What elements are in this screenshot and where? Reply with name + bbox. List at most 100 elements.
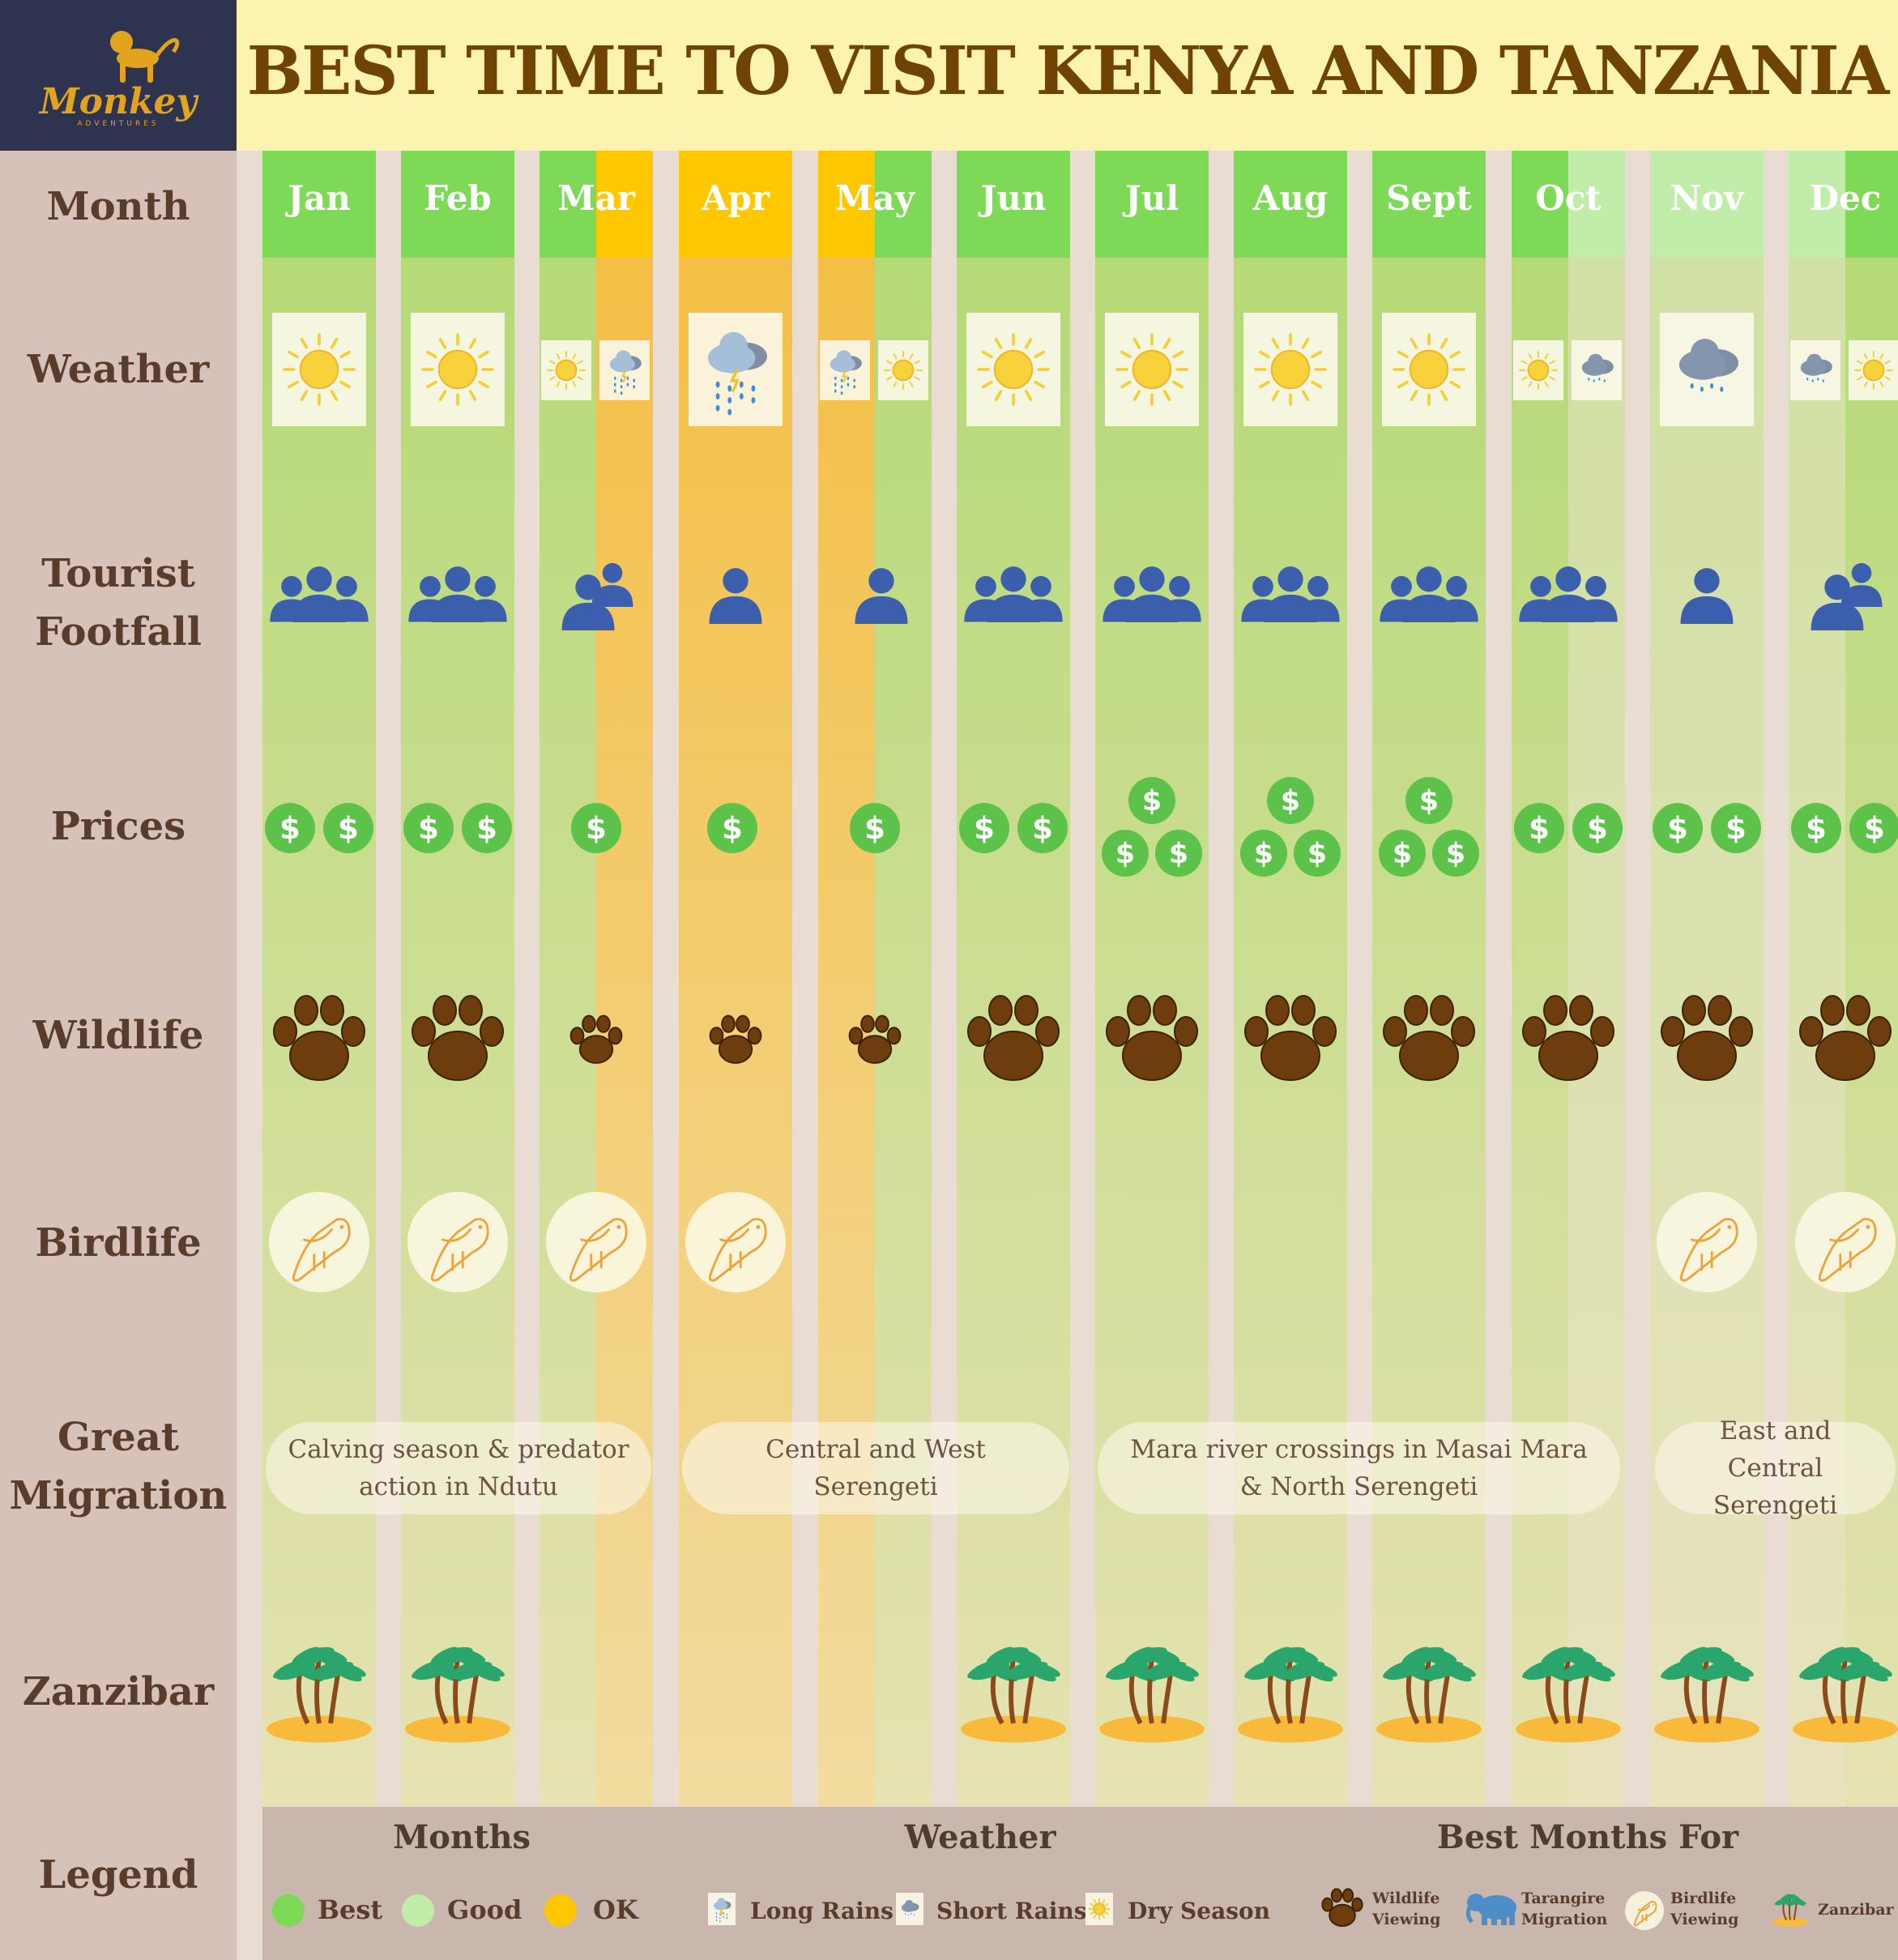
dollar-coin-icon: $ $ [1791,803,1898,853]
paw-print-icon [1799,995,1892,1081]
legend-ok-swatch [544,1894,577,1927]
row-label-wildlife: Wildlife [32,1013,204,1058]
month-column-best [875,151,932,1807]
row-label-migration-1: Great [57,1415,180,1460]
month-label: Nov [1670,178,1744,218]
legend-short-rains-label: Short Rains [936,1898,1087,1924]
month-header-ok [818,151,875,258]
people-icon [1103,566,1201,622]
month-column-best [1234,151,1347,1807]
legend-good-label: Good [447,1894,522,1925]
dollar-coin-icon: $$ $ [1240,777,1341,877]
month-header-good [1650,151,1764,258]
paw-print-icon [1383,995,1475,1081]
row-label-footfall-1: Tourist [41,551,195,596]
weather-icon [411,313,505,426]
people-icon [408,566,507,622]
svg-text:$: $ [1142,785,1162,818]
palm-island-icon [267,1646,372,1743]
month-header-good [1568,151,1625,258]
month-label: Jan [288,178,351,218]
palm-island-icon [1099,1646,1205,1743]
dollar-coin-icon: $ $ [403,803,512,853]
svg-text:$: $ [418,810,439,846]
weather-icon [1790,340,1898,400]
title-bar: BEST TIME TO VISIT KENYA AND TANZANIA [237,0,1898,151]
svg-text:$: $ [1115,838,1135,870]
month-column-good [1568,151,1625,1807]
people-icon [964,566,1063,622]
month-column-ok [679,151,792,1807]
svg-text:$: $ [1254,838,1273,870]
month-label: Apr [701,178,770,218]
month-header-good [1789,151,1845,258]
weather-icon [1382,313,1476,426]
svg-text:$: $ [1806,810,1827,846]
month-header-best [262,151,376,258]
weather-icon [966,313,1060,426]
month-header-best [1095,151,1209,258]
svg-text:$: $ [722,810,743,846]
legend-wildlife-label: Wildlife Viewing [1372,1890,1441,1928]
parrot-icon [269,1192,369,1292]
month-header-ok [679,151,792,258]
parrot-icon [685,1192,786,1292]
month-column-good [1789,151,1845,1807]
people-icon [855,568,908,624]
month-column-best [401,151,514,1807]
month-label: Dec [1809,178,1882,218]
row-label-prices: Prices [50,804,186,849]
weather-icon [1105,313,1199,426]
legend-tarangire-label: Tarangire Migration [1521,1890,1608,1928]
paw-print-icon [1522,995,1614,1081]
dollar-coin-icon: $ $ [959,803,1068,853]
month-column-best [1845,151,1898,1807]
month-header-best [1372,151,1486,258]
month-column-best [1512,151,1568,1807]
svg-text:$: $ [1281,785,1300,818]
parrot-icon [1657,1192,1757,1292]
legend-dry-season-label: Dry Season [1128,1898,1271,1924]
month-header-best [957,151,1070,258]
weather-icon [541,340,650,400]
weather-icon [820,340,928,400]
dollar-coin-icon: $ [571,803,621,853]
svg-text:$: $ [864,810,885,846]
palm-island-icon [405,1646,510,1743]
svg-text:$: $ [1587,810,1608,846]
paw-print-icon [709,1014,762,1064]
people-icon [270,566,369,622]
month-label: Mar [557,178,635,218]
migration-label: Calving season & predator action in Ndut… [266,1422,651,1514]
row-label-legend: Legend [38,1852,198,1898]
people-icon [709,568,762,624]
month-header-best [540,151,596,258]
people-icon [1519,566,1618,622]
parrot-icon [1795,1192,1896,1292]
monkey-logo-icon [110,31,180,83]
svg-text:$: $ [1529,810,1550,846]
legend [262,1807,1898,1960]
people-icon [1680,568,1734,624]
dollar-coin-icon: $ [850,803,900,853]
month-header-best [1512,151,1568,258]
dollar-coin-icon: $ $ [1653,803,1761,853]
paw-print-icon [1244,995,1337,1081]
svg-text:$: $ [586,810,607,846]
palm-island-icon [1516,1646,1621,1743]
migration-label: Mara river crossings in Masai Mara & Nor… [1098,1422,1620,1514]
logo: Monkey ADVENTURES [0,0,237,151]
parrot-icon [546,1192,646,1292]
legend-zanzibar-label: Zanzibar [1818,1901,1894,1919]
weather-icon [272,313,366,426]
month-label: May [834,178,915,218]
month-column-good [1650,151,1764,1807]
month-column-ok [818,151,875,1807]
svg-text:$: $ [1393,838,1412,870]
svg-text:$: $ [974,810,995,846]
svg-text:$: $ [1864,810,1885,846]
migration-label: Central and West Serengeti [682,1422,1069,1514]
svg-text:$: $ [1307,838,1327,870]
month-header-best [401,151,514,258]
month-column-best [1095,151,1209,1807]
